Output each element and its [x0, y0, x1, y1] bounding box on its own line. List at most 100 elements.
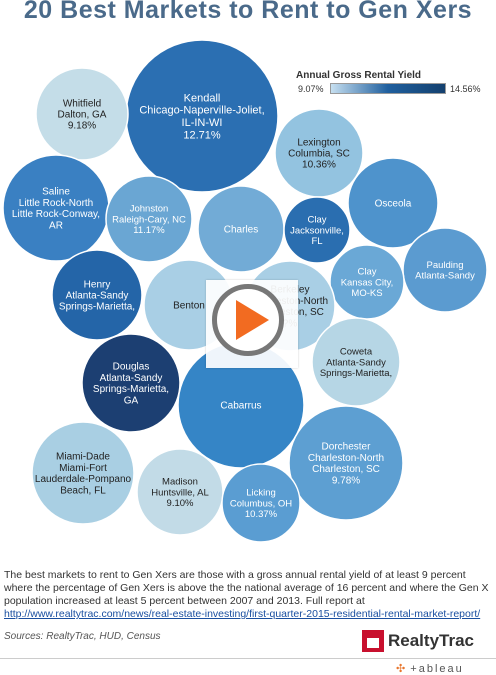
bubble-circle[interactable] [311, 317, 401, 407]
bubble-label: Benton [173, 301, 205, 312]
bubble-label: Coweta [340, 347, 373, 358]
bubble-circle[interactable] [81, 333, 181, 433]
logo-text: RealtyTrac [388, 631, 474, 650]
tableau-icon: ✣ [396, 663, 406, 675]
bubble-label: Jacksonville, [290, 225, 344, 236]
bubble-label: Dalton, GA [58, 110, 107, 121]
bubble-label: Licking [246, 488, 276, 499]
bubble-label: IL-IN-WI [182, 117, 223, 129]
bubble-label: Douglas [113, 362, 150, 373]
bubble-circle[interactable] [51, 249, 143, 341]
bubble-label: 11.17% [133, 225, 165, 236]
bubble-circle[interactable] [402, 227, 488, 313]
tableau-logo[interactable]: ✣ +ableau [396, 662, 464, 675]
footer-divider [0, 658, 496, 659]
bubble-label: Lexington [297, 137, 340, 148]
bubble-label: Lauderdale-Pompano [35, 474, 132, 485]
bubble-label: Henry [84, 279, 111, 290]
bubble-label: Saline [42, 187, 70, 198]
bubble-label: Atlanta-Sandy [66, 291, 129, 302]
bubble-label: Atlanta-Sandy [326, 357, 386, 368]
bubble-label: 9.10% [167, 498, 194, 509]
bubble-label: 9.78% [332, 475, 360, 486]
bubble-label: Springs-Marietta, [93, 384, 169, 395]
bubble-label: Little Rock-North [19, 198, 93, 209]
bubble-label: Whitfield [63, 98, 101, 109]
bubble-label: Atlanta-Sandy [100, 373, 163, 384]
bubble-label: Charleston, SC [312, 464, 380, 475]
bubble-label: FL [311, 236, 322, 247]
bubble-label: Charles [224, 225, 258, 236]
bubble-label: Charleston-North [308, 453, 384, 464]
bubble-label: 9.18% [68, 121, 96, 132]
bubble-label: Raleigh-Cary, NC [112, 214, 186, 225]
bubble-label: Paulding [427, 260, 464, 271]
bubble-label: 10.36% [302, 160, 336, 171]
description-text: The best markets to rent to Gen Xers are… [4, 569, 489, 607]
bubble-label: Atlanta-Sandy [415, 271, 475, 282]
bubble-chart: Kendall Chicago-Naperville-Joliet, IL-IN-W… [0, 33, 496, 547]
legend-title: Annual Gross Rental Yield [296, 70, 422, 81]
bubble-circle[interactable] [288, 405, 404, 521]
description: The best markets to rent to Gen Xers are… [4, 569, 492, 621]
bubble-circle[interactable] [347, 157, 439, 249]
bubble-label: Kendall [184, 92, 221, 104]
bubble-label: Chicago-Naperville-Joliet, [139, 105, 264, 117]
house-icon [362, 630, 384, 652]
realtytrac-logo[interactable]: RealtyTrac [362, 630, 492, 654]
page-title: 20 Best Markets to Rent to Gen Xers [23, 0, 473, 24]
bubble[interactable]: Miami-DadeMiami-FortLauderdale-PompanoBe… [31, 421, 135, 525]
bubble-label: Clay [357, 267, 376, 278]
bubble-label: Springs-Marietta, [320, 368, 392, 379]
bubble-label: 10.37% [245, 509, 278, 520]
bubble-label: Beach, FL [60, 485, 106, 496]
bubble-circle[interactable] [31, 421, 135, 525]
bubble-label: Little Rock-Conway, [12, 209, 100, 220]
bubble-label: Kansas City, [341, 277, 394, 288]
bubble-circle[interactable] [35, 67, 129, 161]
bubble-label: Clay [307, 215, 326, 226]
bubble-label: Columbus, OH [230, 498, 292, 509]
bubble-label: Springs-Marietta, [59, 302, 135, 313]
play-button[interactable] [206, 280, 298, 368]
legend-max-label: 14.56% [450, 84, 481, 94]
tableau-text: +ableau [410, 663, 464, 675]
bubble-label: MO-KS [351, 288, 382, 299]
report-link[interactable]: http://www.realtytrac.com/news/real-esta… [4, 608, 481, 620]
bubble-label: AR [49, 220, 63, 231]
bubble-label: 12.71% [183, 129, 221, 141]
bubble[interactable]: KendallChicago-Naperville-Joliet,IL-IN-W… [125, 39, 279, 193]
legend-color-bar [330, 83, 446, 94]
bubble-label: Johnston [130, 204, 169, 215]
bubble-label: Columbia, SC [288, 149, 350, 160]
bubble-label: Miami-Fort [59, 463, 107, 474]
bubble-label: Miami-Dade [56, 452, 110, 463]
bubble-label: Dorchester [322, 442, 372, 453]
bubble[interactable]: Charles [197, 185, 285, 273]
bubble-circle[interactable] [221, 463, 301, 543]
bubble-circle[interactable] [105, 175, 193, 263]
bubble-label: Cabarrus [220, 401, 261, 412]
bubble-label: Osceola [375, 199, 412, 210]
bubble[interactable]: Osceola [347, 157, 439, 249]
bubble-label: Huntsville, AL [151, 487, 209, 498]
sources: Sources: RealtyTrac, HUD, Census [4, 631, 161, 642]
bubble-chart-svg: KendallChicago-Naperville-Joliet,IL-IN-W… [2, 39, 488, 543]
bubble-label: Madison [162, 477, 198, 488]
bubble-circle[interactable] [283, 196, 351, 264]
play-icon [236, 300, 269, 340]
legend-min-label: 9.07% [298, 84, 324, 94]
